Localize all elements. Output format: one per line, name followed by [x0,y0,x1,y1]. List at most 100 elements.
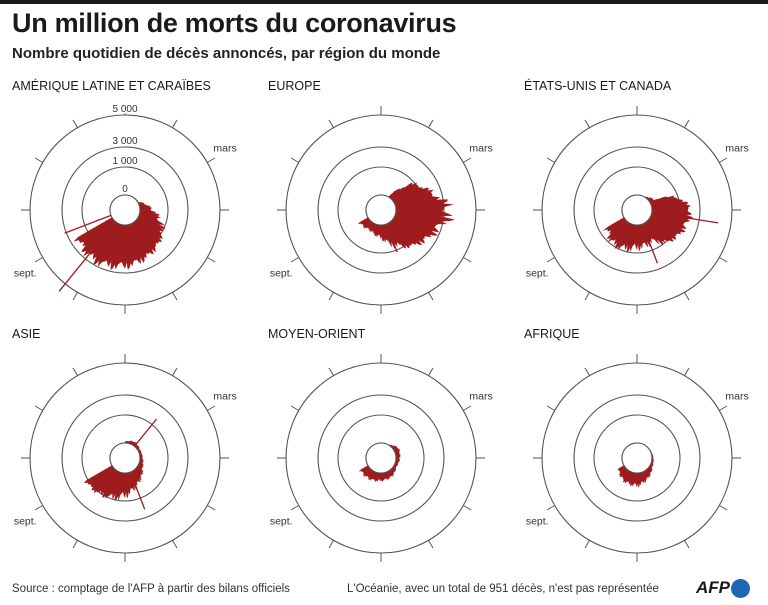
chart-panel-us-canada: ÉTATS-UNIS ET CANADA mars sept. [512,72,768,322]
chart-title: AMÉRIQUE LATINE ET CARAÏBES [12,78,211,93]
month-tick [34,157,43,163]
polar-chart-svg: ASIE mars sept. [12,327,237,562]
month-tick [584,367,590,376]
chart-panel-europe: EUROPE mars sept. [256,72,512,322]
month-tick [328,540,334,549]
ring-3000 [317,394,445,522]
page-title: Un million de morts du coronavirus [12,8,457,38]
month-tick [428,292,434,301]
inner-hole [109,194,141,226]
month-label: mars [469,391,492,403]
radial-tick-label: 3 000 [112,136,137,147]
month-tick [546,405,555,411]
month-label: sept. [526,516,549,528]
polar-chart-svg: AFRIQUE mars sept. [524,327,749,562]
afp-logo-dot-icon [731,578,750,598]
month-tick [719,505,728,511]
month-tick [684,367,690,376]
radial-tick-label: 0 [122,184,128,195]
ring-1000 [81,414,169,502]
month-tick [463,405,472,411]
month-label: mars [213,391,236,403]
month-tick [428,367,434,376]
polar-chart-svg: AMÉRIQUE LATINE ET CARAÏBES mars sept. 5 00… [12,78,237,314]
month-tick [72,540,78,549]
month-tick [684,119,690,128]
month-tick [463,257,472,263]
month-tick [290,257,299,263]
afp-logo: AFP [696,578,750,600]
month-tick [172,540,178,549]
month-tick [584,119,590,128]
month-tick [328,367,334,376]
month-tick [428,119,434,128]
chart-title: EUROPE [268,79,321,93]
month-tick [172,119,178,128]
chart-panel-africa: AFRIQUE mars sept. [512,320,768,570]
ring-3000 [61,394,189,522]
month-tick [290,405,299,411]
spike-mark [129,471,146,510]
ring-3000 [317,146,445,274]
month-label: sept. [270,268,293,280]
chart-title: ASIE [12,327,41,341]
month-tick [72,292,78,301]
month-label: mars [725,143,748,155]
spike-mark [641,223,659,264]
month-tick [428,540,434,549]
ring-3000 [573,394,701,522]
month-tick [207,157,216,163]
oceania-note: L'Océanie, avec un total de 951 décès, n… [347,583,659,595]
month-tick [584,292,590,301]
chart-panel-latin-america: AMÉRIQUE LATINE ET CARAÏBES mars sept. 5 00… [0,72,256,322]
inner-hole [621,442,653,474]
spike-mark [133,418,157,447]
spike-mark [58,221,117,292]
month-tick [719,157,728,163]
radial-tick-label: 5 000 [112,104,137,115]
month-label: sept. [14,516,37,528]
inner-hole [365,194,397,226]
month-tick [34,505,43,511]
inner-hole [109,442,141,474]
month-tick [34,257,43,263]
month-tick [584,540,590,549]
spike-mark [651,211,719,224]
ring-1000 [593,414,681,502]
month-label: mars [213,143,236,155]
ring-1000 [337,414,425,502]
polar-chart-svg: ÉTATS-UNIS ET CANADA mars sept. [524,78,749,314]
month-tick [72,119,78,128]
top-rule [0,0,768,4]
month-tick [328,119,334,128]
month-tick [290,157,299,163]
month-tick [290,505,299,511]
page-subtitle: Nombre quotidien de décès annoncés, par … [12,45,441,62]
month-tick [684,540,690,549]
month-tick [172,367,178,376]
ring-3000 [573,146,701,274]
month-tick [207,405,216,411]
month-tick [546,157,555,163]
chart-title: AFRIQUE [524,327,580,341]
month-tick [684,292,690,301]
month-tick [463,157,472,163]
month-tick [207,505,216,511]
month-tick [172,292,178,301]
month-tick [546,257,555,263]
month-tick [207,257,216,263]
month-label: sept. [14,268,37,280]
month-tick [34,405,43,411]
month-tick [719,405,728,411]
chart-title: MOYEN-ORIENT [268,327,366,341]
spike-mark [64,214,112,234]
month-label: sept. [270,516,293,528]
month-tick [546,505,555,511]
polar-chart-svg: MOYEN-ORIENT mars sept. [268,327,493,562]
spike-mark [385,223,398,253]
source-note: Source : comptage de l'AFP à partir des … [12,583,290,595]
chart-title: ÉTATS-UNIS ET CANADA [524,78,672,93]
chart-panel-middle-east: MOYEN-ORIENT mars sept. [256,320,512,570]
month-tick [463,505,472,511]
radial-tick-label: 1 000 [112,156,137,167]
